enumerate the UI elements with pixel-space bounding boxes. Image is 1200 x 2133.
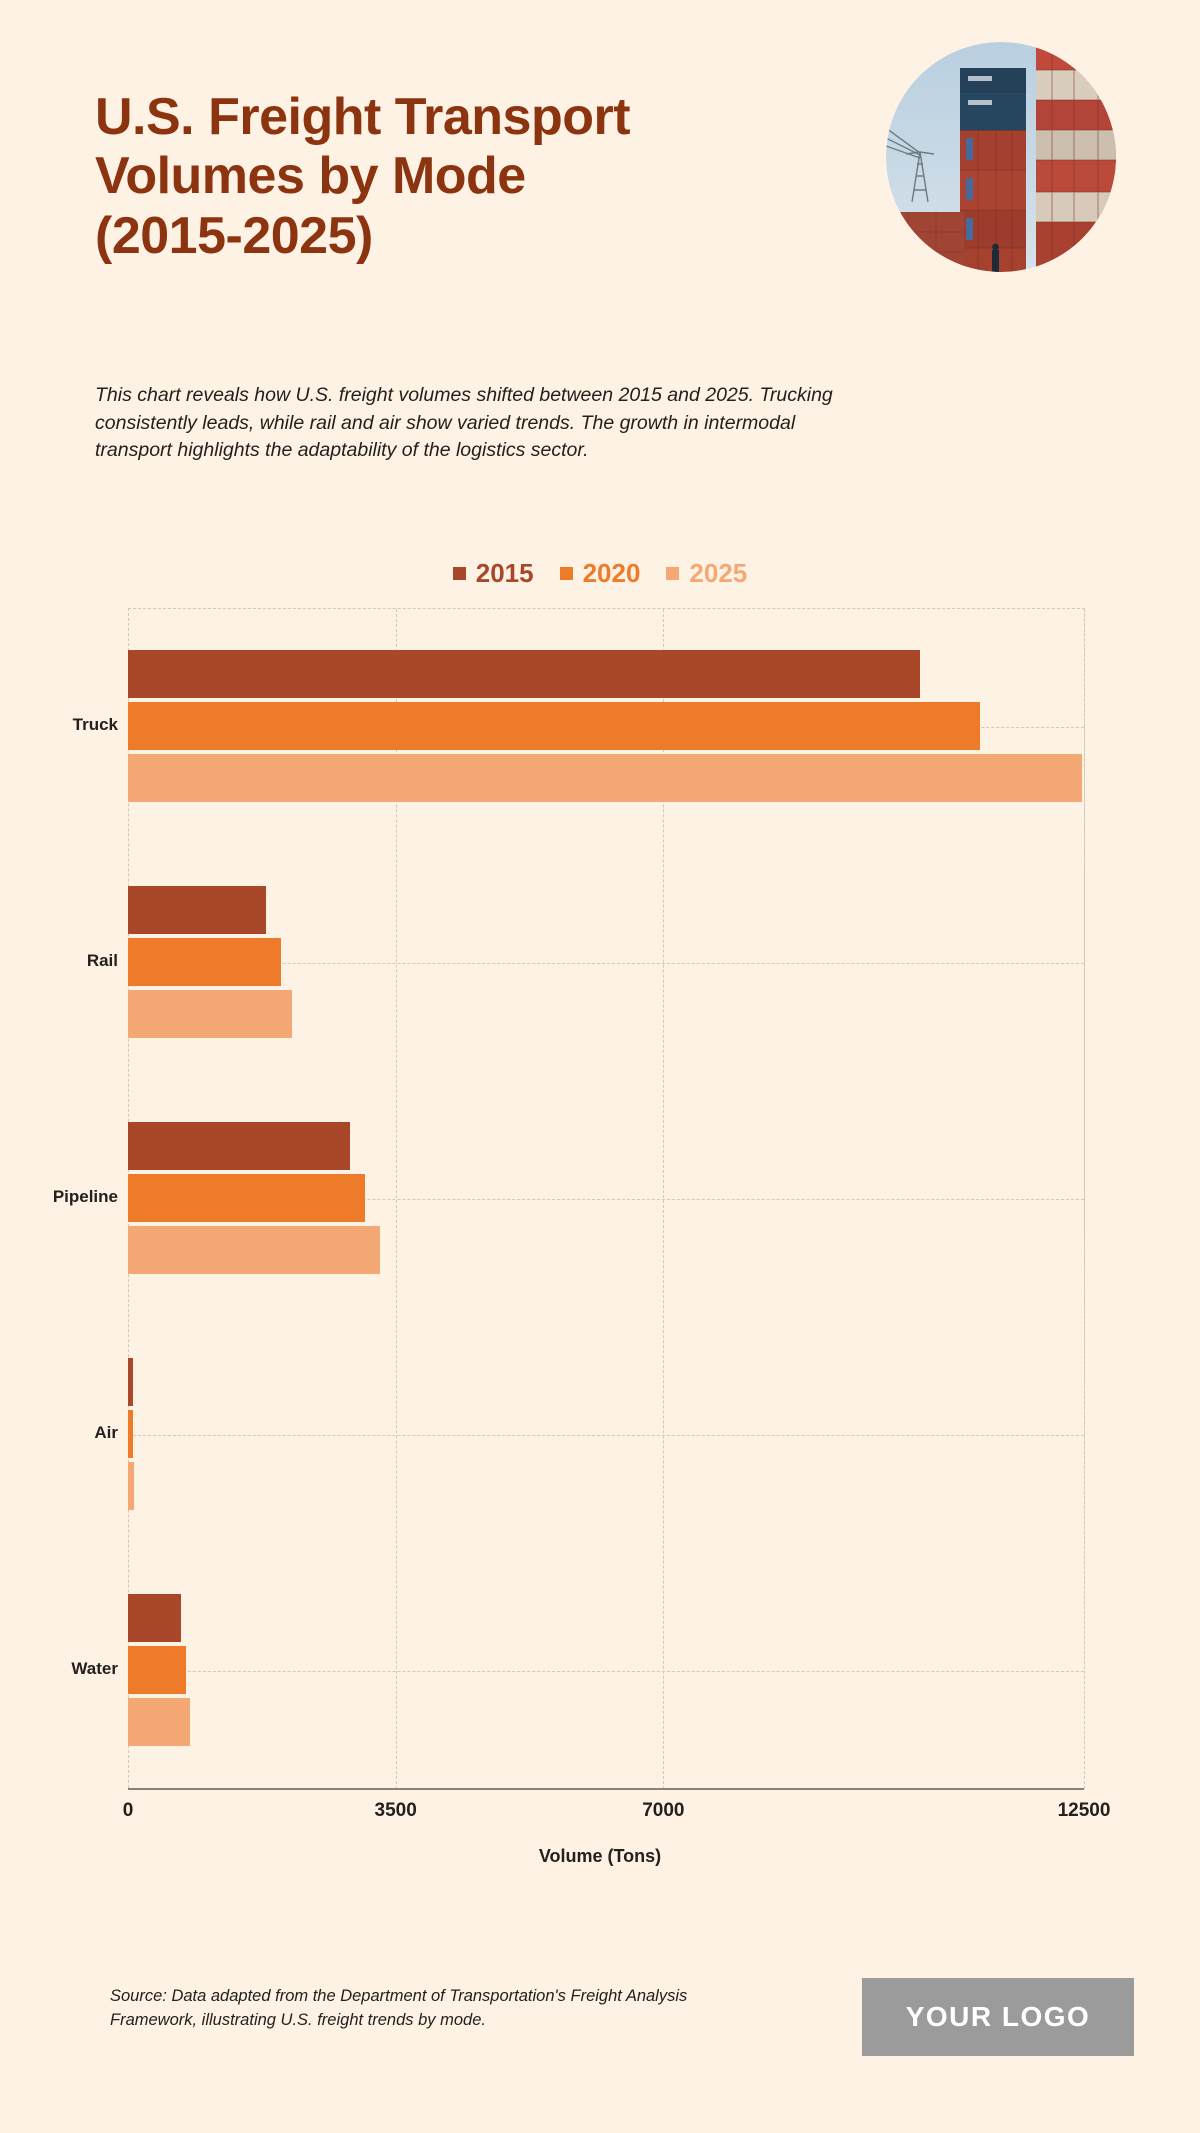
chart-description: This chart reveals how U.S. freight volu…	[95, 384, 833, 462]
x-tick-12500: 12500	[1057, 1800, 1111, 1821]
y-axis-label-truck: Truck	[72, 715, 118, 734]
y-gridline	[128, 1435, 1084, 1436]
y-axis-label-rail: Rail	[86, 951, 118, 970]
legend-item-2025[interactable]: 2025	[666, 558, 747, 589]
logo-placeholder[interactable]: YOUR LOGO	[862, 1978, 1134, 2056]
bar-truck-2020[interactable]	[128, 702, 980, 750]
bar-air-2020[interactable]	[128, 1410, 134, 1458]
page-title-line-3: (2015-2025)	[95, 206, 373, 265]
y-axis-label-pipeline: Pipeline	[52, 1187, 118, 1206]
bar-truck-2025[interactable]	[128, 754, 1083, 802]
logo-text: YOUR LOGO	[905, 2001, 1091, 2032]
x-tick-3500: 3500	[374, 1800, 417, 1821]
y-gridline	[128, 963, 1084, 964]
page-title: U.S. Freight Transport Volumes by Mode (…	[95, 88, 835, 266]
y-gridline	[128, 1199, 1084, 1200]
y-axis-label-water: Water	[71, 1659, 118, 1678]
legend-label-2020: 2020	[582, 558, 641, 588]
legend-label-2015: 2015	[475, 558, 534, 588]
bar-rail-2025[interactable]	[128, 990, 292, 1038]
x-axis	[128, 1788, 1084, 1790]
source-note: Source: Data adapted from the Department…	[110, 1987, 688, 2029]
bar-truck-2015[interactable]	[128, 650, 920, 698]
bar-pipeline-2020[interactable]	[128, 1174, 366, 1222]
y-gridline	[128, 1671, 1084, 1672]
x-tick-0: 0	[122, 1800, 134, 1821]
bar-rail-2020[interactable]	[128, 938, 281, 986]
legend-swatch-2015	[452, 567, 466, 580]
bar-pipeline-2025[interactable]	[128, 1226, 380, 1274]
bar-water-2025[interactable]	[128, 1698, 190, 1746]
y-axis-label-air: Air	[94, 1423, 118, 1442]
header: U.S. Freight Transport Volumes by Mode (…	[0, 0, 1200, 330]
bar-water-2020[interactable]	[128, 1646, 187, 1694]
legend-item-2015[interactable]: 2015	[452, 558, 534, 589]
legend-swatch-2020	[559, 567, 573, 580]
chart-legend: 2015 2020 2025	[0, 558, 1200, 589]
bar-pipeline-2015[interactable]	[128, 1122, 350, 1170]
bar-air-2025[interactable]	[128, 1462, 135, 1510]
x-gridline	[1084, 609, 1085, 1789]
bar-water-2015[interactable]	[128, 1594, 181, 1642]
page-title-line-2: Volumes by Mode	[95, 147, 526, 206]
footer: Source: Data adapted from the Department…	[0, 1950, 1200, 2133]
x-tick-7000: 7000	[642, 1800, 685, 1821]
legend-label-2025: 2025	[689, 558, 748, 588]
legend-item-2020[interactable]: 2020	[559, 558, 641, 589]
shipping-containers-photo	[886, 42, 1116, 272]
x-axis-title: Volume (Tons)	[538, 1846, 662, 1866]
legend-swatch-2025	[666, 567, 680, 580]
page-title-line-1: U.S. Freight Transport	[95, 88, 631, 146]
bar-air-2015[interactable]	[128, 1358, 133, 1406]
bar-chart: Truck Rail Pipeline Air Water 0 3500 7000 12500…	[0, 604, 1200, 1866]
bar-rail-2015[interactable]	[128, 886, 266, 934]
